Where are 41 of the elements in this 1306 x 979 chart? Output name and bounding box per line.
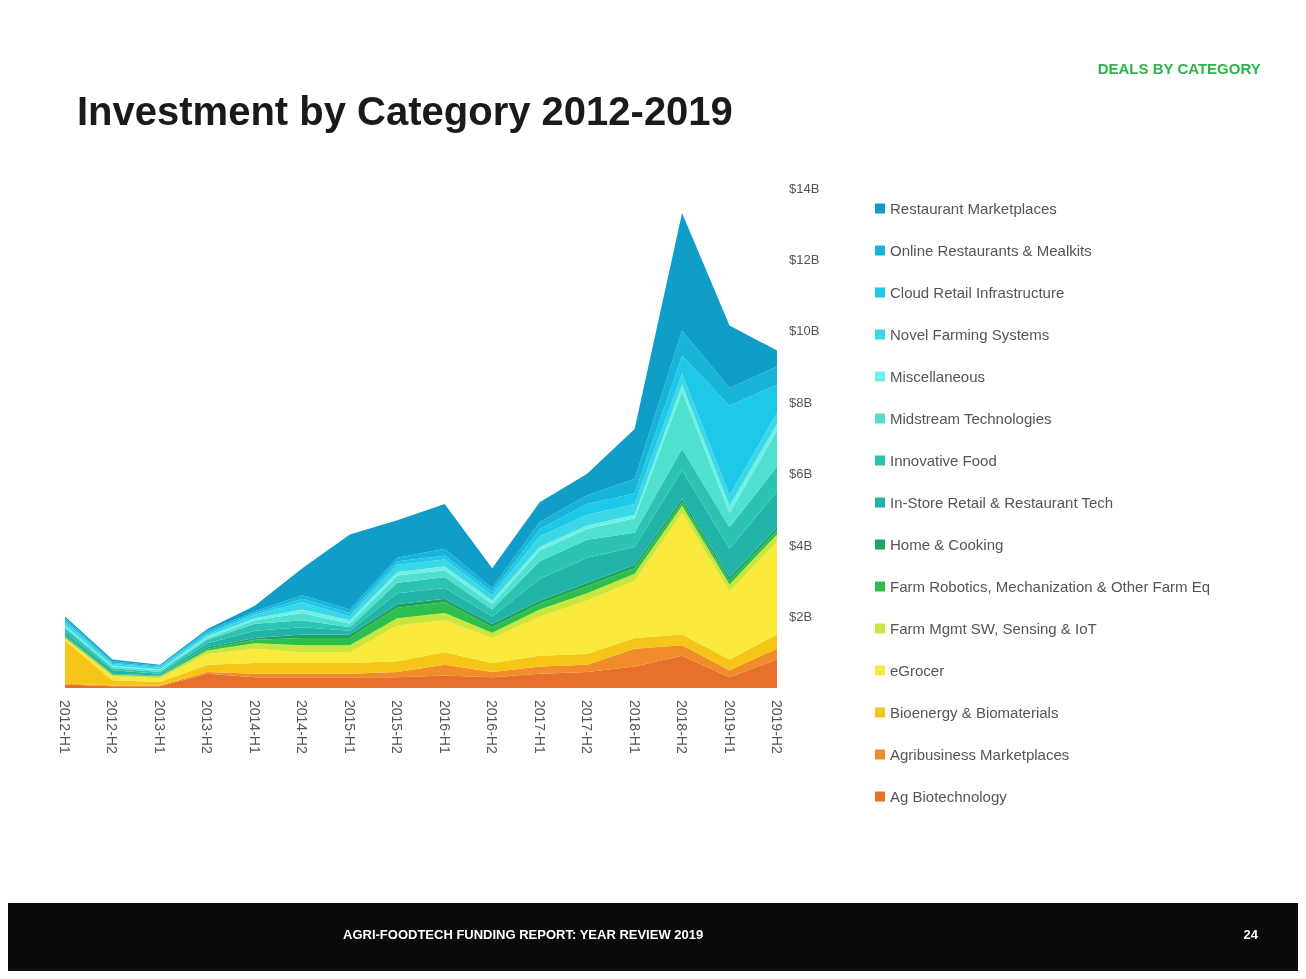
x-tick-label: 2017-H2 <box>579 700 596 754</box>
y-tick-label: $12B <box>789 251 820 267</box>
legend-label: Farm Robotics, Mechanization & Other Farm Eq <box>890 578 1211 595</box>
x-tick-label: 2016-H2 <box>484 700 501 754</box>
legend-label: In-Store Retail & Restaurant Tech <box>890 494 1114 511</box>
footer-banner: AGRI-FOODTECH FUNDING REPORT: YEAR REVIEW 2019 24 <box>8 903 1298 971</box>
y-tick-label: $4B <box>789 537 813 553</box>
x-tick-label: 2016-H1 <box>436 700 453 754</box>
x-tick-label: 2013-H1 <box>151 700 168 754</box>
x-tick-label: 2014-H1 <box>246 700 263 754</box>
x-tick-label: 2018-H2 <box>674 700 691 754</box>
x-tick-label: 2012-H1 <box>57 700 73 754</box>
y-tick-label: $14B <box>789 180 820 196</box>
y-tick-label: $10B <box>789 323 820 339</box>
legend-label: Cloud Retail Infrastructure <box>890 284 1065 301</box>
x-tick-label: 2014-H2 <box>294 700 311 754</box>
y-tick-label: $6B <box>789 466 813 482</box>
legend-label: Innovative Food <box>890 452 997 469</box>
x-tick-label: 2017-H1 <box>531 700 548 754</box>
x-tick-label: 2015-H2 <box>389 700 406 754</box>
legend-label: Novel Farming Systems <box>890 326 1050 343</box>
text: DEALS BY CATEGORY <box>1097 60 1261 77</box>
x-tick-label: 2019-H2 <box>769 700 785 754</box>
legend-label: Agribusiness Marketplaces <box>890 746 1070 763</box>
y-tick-label: $2B <box>789 609 813 625</box>
legend-label: Farm Mgmt SW, Sensing & IoT <box>890 620 1097 637</box>
legend-label: Restaurant Marketplaces <box>890 200 1057 217</box>
chart-title: Investment by Category 2012-2019 <box>77 89 733 133</box>
x-tick-label: 2019-H1 <box>721 700 738 754</box>
legend-label: Ag Biotechnology <box>890 788 1008 805</box>
legend-label: Miscellaneous <box>890 368 986 385</box>
legend-label: Online Restaurants & Mealkits <box>890 242 1092 259</box>
legend-label: Midstream Technologies <box>890 410 1052 427</box>
legend-label: Bioenergy & Biomaterials <box>890 704 1059 721</box>
legend-label: eGrocer <box>890 662 945 679</box>
legend-label: Home & Cooking <box>890 536 1004 553</box>
x-tick-label: 2015-H1 <box>341 700 358 754</box>
x-tick-label: 2013-H2 <box>199 700 216 754</box>
y-tick-label: $8B <box>789 394 813 410</box>
x-tick-label: 2012-H2 <box>104 700 121 754</box>
x-tick-label: 2018-H1 <box>626 700 643 754</box>
